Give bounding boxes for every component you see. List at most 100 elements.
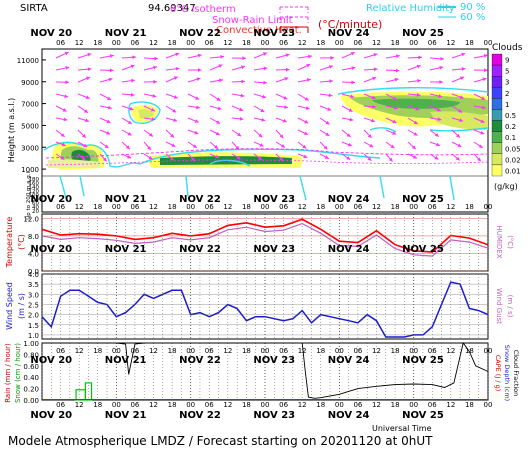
cloud-lower-ytick-label: 140: [29, 185, 40, 191]
wind-arrow: [209, 105, 222, 111]
hour-tick-label: 18: [168, 203, 177, 211]
wind-arrow: [165, 141, 176, 148]
wind-ytick-label: 2.5: [28, 301, 39, 309]
wind-arrow-head: [239, 116, 244, 121]
wind-arrow-head: [434, 155, 439, 160]
wind-arrow-head: [350, 94, 355, 99]
hour-tick-label: 00: [112, 39, 121, 47]
wind-arrow-head: [64, 94, 69, 99]
wind-arrow: [209, 117, 221, 125]
colorbar-label: 0.05: [505, 145, 521, 153]
wind-arrow-head: [171, 143, 176, 147]
wind-arrow-head: [323, 145, 328, 150]
wind-arrow: [319, 65, 333, 71]
wind-arrow-head: [106, 119, 111, 124]
wind-arrow: [143, 105, 156, 112]
hour-tick-label: 00: [112, 203, 121, 211]
wind-arrow: [231, 56, 247, 61]
wind-arrow-head: [279, 134, 284, 139]
hour-tick-label: 12: [75, 347, 84, 355]
wind-arrow: [319, 55, 335, 60]
gust-yunit: (m / s): [506, 295, 514, 318]
wind-arrow: [473, 77, 487, 83]
wind-arrow: [99, 68, 114, 73]
hour-tick-label: 06: [428, 203, 437, 211]
wind-arrow-head: [261, 117, 266, 122]
legend-isotherm: 0°C isotherm: [170, 4, 236, 15]
hour-tick-label: 06: [56, 203, 65, 211]
wind-arrow: [121, 55, 137, 60]
wind-arrow: [385, 105, 398, 110]
wind-arrow: [319, 79, 333, 84]
wind-arrow-head: [195, 96, 200, 100]
colorbar-swatch: [491, 109, 503, 121]
hour-tick-label: 18: [93, 401, 102, 409]
legend-convective-unit: (°C/minute): [318, 18, 382, 31]
humidity-contour: [369, 127, 397, 133]
wind-arrow: [429, 141, 441, 147]
wind-arrow: [99, 105, 112, 110]
wind-arrow: [253, 117, 266, 122]
hour-tick-label: 06: [353, 401, 362, 409]
wind-arrow: [451, 52, 466, 59]
cloud-day-label: NOV 21: [105, 194, 147, 205]
hour-tick-label: 18: [316, 39, 325, 47]
hour-tick-label: 12: [446, 39, 455, 47]
wind-arrow: [231, 79, 246, 84]
wind-arrow-head: [83, 143, 88, 147]
wind-arrow: [143, 117, 156, 122]
wind-arrow-head: [392, 96, 397, 101]
cloud-lower-ytick-label: 180: [29, 177, 40, 183]
wind-arrow: [77, 93, 90, 100]
wind-arrow: [55, 80, 70, 85]
wind-arrow-head: [478, 144, 483, 148]
hour-tick-label: 12: [75, 39, 84, 47]
colorbar-swatch: [491, 87, 503, 99]
wind-arrow-head: [132, 55, 136, 60]
wind-arrow-head: [151, 117, 156, 122]
wind-arrow-head: [416, 93, 421, 97]
wind-arrow: [275, 105, 288, 109]
hour-tick-label: 12: [223, 401, 232, 409]
wind-arrow-head: [173, 95, 178, 99]
precip-ytick-label: 0.20: [23, 386, 39, 394]
hour-tick-label: 00: [484, 401, 493, 409]
wind-arrow: [55, 129, 65, 138]
wind-arrow-head: [324, 155, 329, 159]
wind-arrow-head: [102, 157, 107, 162]
wind-arrow: [121, 92, 135, 97]
hour-tick-label: 00: [335, 401, 344, 409]
wind-arrow: [99, 153, 108, 162]
wind-arrow-head: [218, 64, 223, 68]
colorbar-label: 1: [505, 101, 509, 109]
cloud-ytick-label: 9000: [21, 79, 39, 87]
wind-arrow-head: [258, 156, 262, 161]
legend-convective: Convective Heat.: [216, 25, 302, 36]
humidity-contour: [209, 159, 251, 167]
temp-day-label: NOV 22: [179, 244, 221, 255]
wind-arrow-head: [263, 80, 267, 85]
hour-tick-label: 00: [186, 401, 195, 409]
wind-arrow: [430, 80, 443, 84]
hour-tick-label: 12: [372, 39, 381, 47]
hour-tick-label: 06: [353, 203, 362, 211]
wind-arrow: [429, 105, 442, 112]
wind-arrow: [143, 129, 154, 137]
wind-arrow: [341, 105, 353, 113]
rain-ylabel: Rain (mm / hour): [4, 343, 12, 403]
hour-tick-label: 06: [279, 39, 288, 47]
wind-arrow-head: [308, 54, 312, 59]
colorbar-label: 5: [505, 68, 509, 76]
cloud-fraction-ylabel: Cloud Fraction: [512, 350, 520, 397]
footer-title: Modele Atmospherique LMDZ / Forecast sta…: [8, 434, 433, 448]
wind-arrow-head: [482, 105, 486, 110]
wind-arrow-head: [285, 53, 290, 58]
wind-arrow-head: [153, 65, 158, 70]
wind-arrow-head: [262, 94, 266, 99]
wind-arrow-head: [130, 64, 135, 69]
wind-arrow-head: [413, 132, 418, 136]
wind-arrow-head: [413, 120, 418, 125]
hour-tick-label: 12: [446, 203, 455, 211]
colorbar-label: 9: [505, 57, 509, 65]
